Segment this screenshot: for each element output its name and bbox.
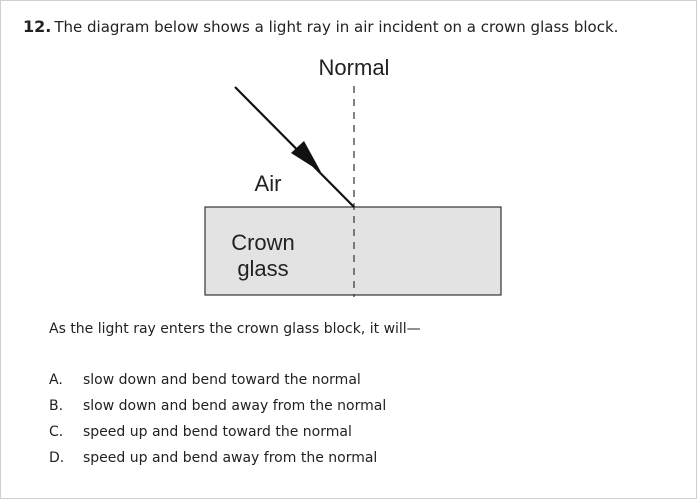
choice-letter: D. (49, 450, 65, 466)
choice-letter: A. (49, 372, 63, 388)
choice-letter: B. (49, 398, 64, 414)
question-header: 12. The diagram below shows a light ray i… (23, 17, 618, 36)
choice-letter: C. (49, 424, 64, 440)
choice-text: slow down and bend toward the normal (83, 372, 361, 388)
glass-label-line2: glass (237, 256, 288, 281)
choice-text: speed up and bend away from the normal (83, 450, 378, 466)
glass-label-line1: Crown (231, 230, 295, 255)
choice-text: speed up and bend toward the normal (83, 424, 352, 440)
choice-a[interactable]: A. slow down and bend toward the normal (49, 372, 386, 398)
air-label: Air (255, 171, 282, 196)
question-prompt: As the light ray enters the crown glass … (49, 321, 421, 337)
crown-glass-block (204, 206, 502, 296)
ray-arrowhead (291, 141, 321, 172)
normal-label: Normal (319, 55, 390, 80)
question-stem: The diagram below shows a light ray in a… (54, 18, 619, 36)
choice-text: slow down and bend away from the normal (83, 398, 387, 414)
choice-c[interactable]: C. speed up and bend toward the normal (49, 424, 386, 450)
choice-b[interactable]: B. slow down and bend away from the norm… (49, 398, 386, 424)
question-number: 12. (23, 17, 52, 36)
choice-d[interactable]: D. speed up and bend away from the norma… (49, 450, 386, 476)
answer-choices: A. slow down and bend toward the normal … (49, 372, 386, 476)
incident-ray (234, 86, 355, 208)
